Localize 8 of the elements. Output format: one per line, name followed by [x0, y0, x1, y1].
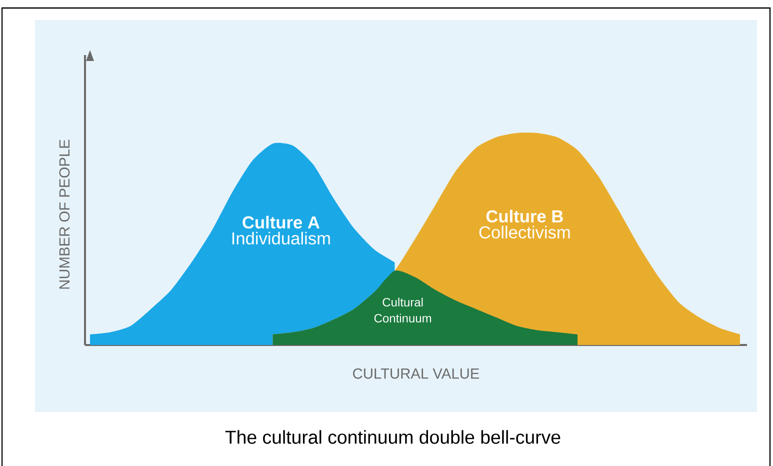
x-axis-title: CULTURAL VALUE: [353, 368, 480, 379]
text: The cultural continuum double bell-curve: [225, 430, 560, 444]
annotation: Collectivism: [479, 226, 570, 239]
series-label: Culture A: [242, 216, 320, 229]
series-label: Cultural Continuum: [374, 298, 432, 323]
y-axis-title: NUMBER OF PEOPLE: [59, 140, 70, 289]
series-label: Culture B: [486, 210, 563, 223]
annotation: Individualism: [232, 232, 330, 245]
